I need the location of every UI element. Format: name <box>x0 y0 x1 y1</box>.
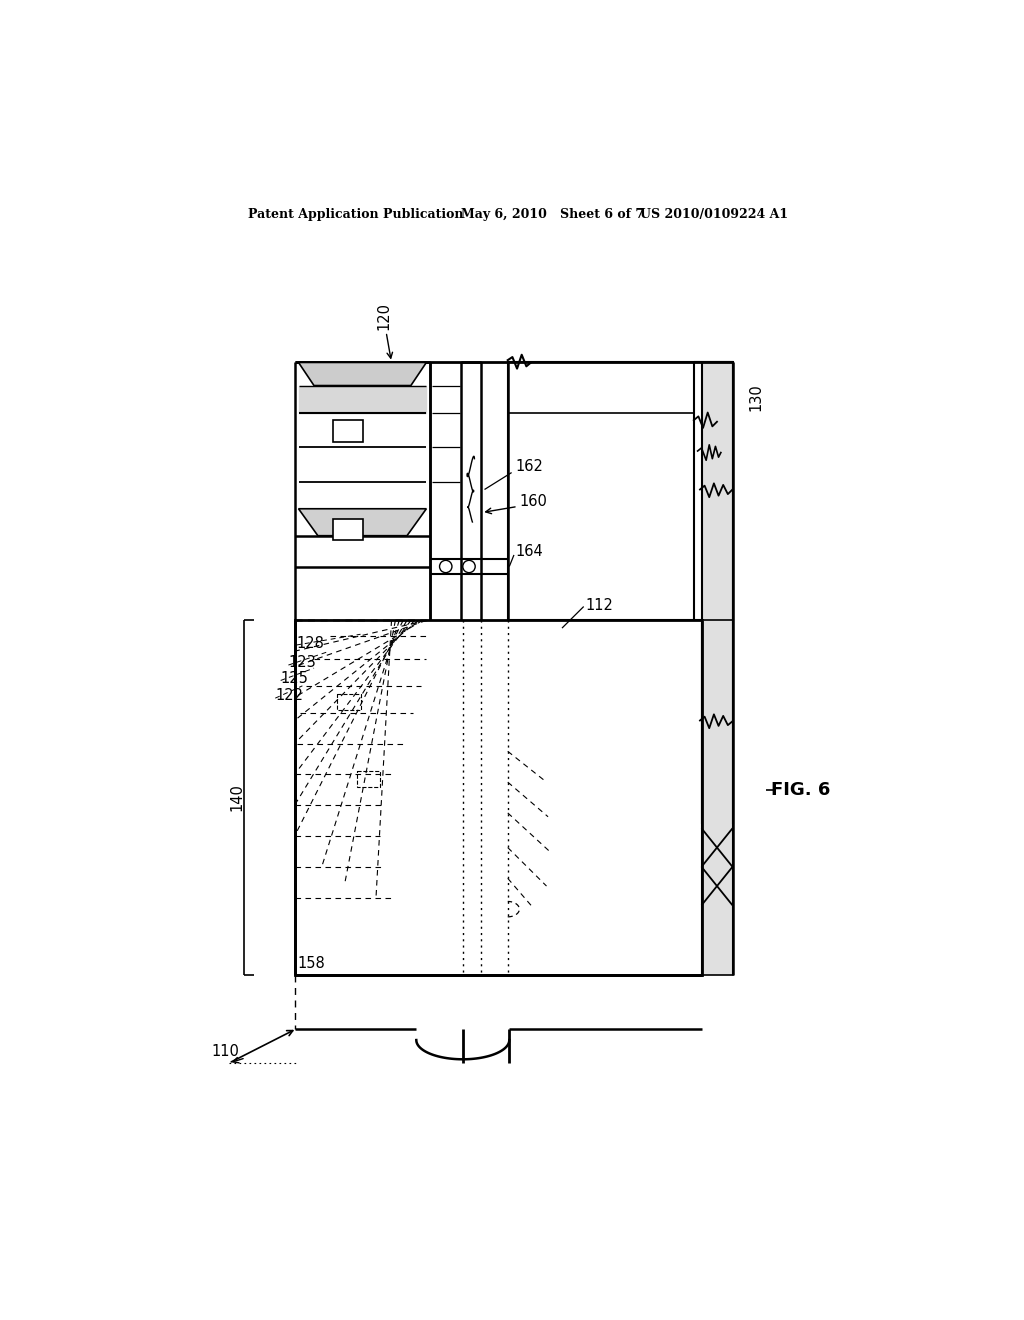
Text: 125: 125 <box>281 671 308 685</box>
Bar <box>334 420 362 442</box>
Polygon shape <box>299 508 426 536</box>
Bar <box>701 363 732 825</box>
Text: May 6, 2010   Sheet 6 of 7: May 6, 2010 Sheet 6 of 7 <box>461 209 644 222</box>
Polygon shape <box>299 385 426 412</box>
Text: 122: 122 <box>275 688 303 704</box>
Text: 120: 120 <box>376 302 391 330</box>
Text: 112: 112 <box>586 598 613 612</box>
Bar <box>295 620 701 974</box>
Text: 160: 160 <box>519 494 547 508</box>
Bar <box>337 693 360 710</box>
Bar <box>508 363 732 620</box>
Text: 128: 128 <box>296 636 324 651</box>
Text: Patent Application Publication: Patent Application Publication <box>248 209 464 222</box>
Text: 110: 110 <box>212 1044 240 1059</box>
Text: 140: 140 <box>229 784 244 812</box>
Text: FIG. 6: FIG. 6 <box>771 781 830 799</box>
Text: 123: 123 <box>289 655 316 671</box>
Text: 162: 162 <box>515 459 544 474</box>
Text: 158: 158 <box>297 956 325 970</box>
Bar <box>334 519 362 540</box>
Text: 130: 130 <box>748 383 763 411</box>
Text: 164: 164 <box>515 544 544 558</box>
Polygon shape <box>299 363 426 385</box>
Bar <box>356 771 380 788</box>
Text: US 2010/0109224 A1: US 2010/0109224 A1 <box>640 209 787 222</box>
Bar <box>701 620 732 974</box>
